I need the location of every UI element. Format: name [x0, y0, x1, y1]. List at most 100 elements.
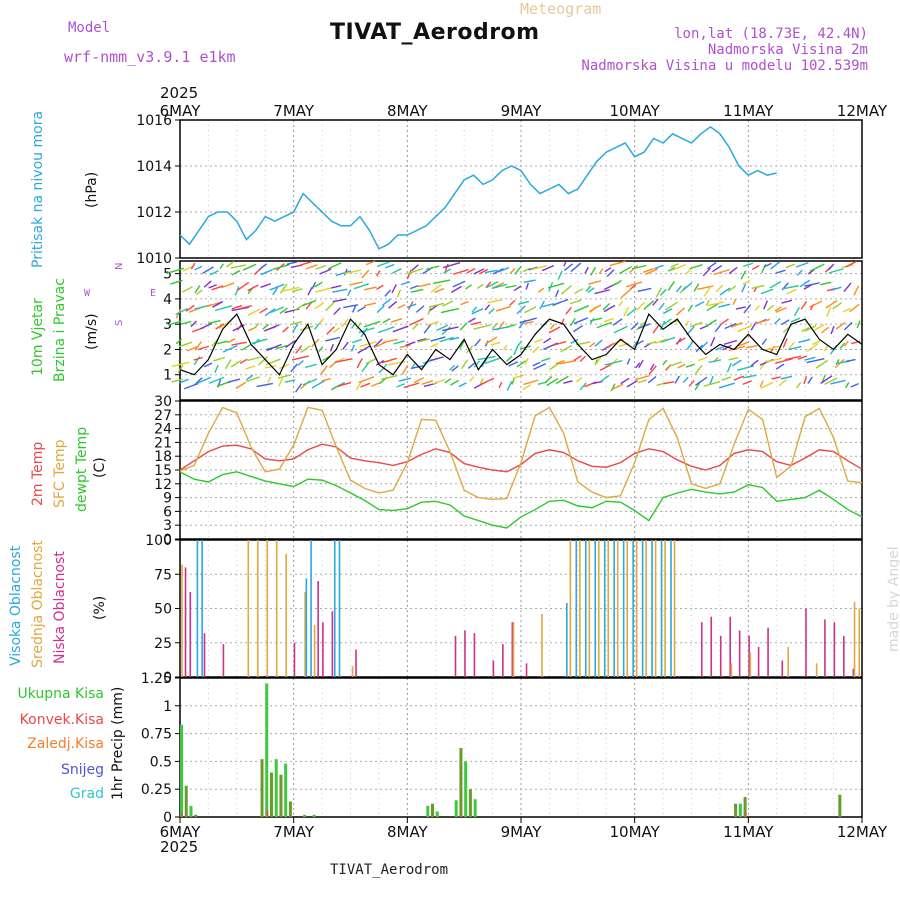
wind-arrow: [801, 327, 810, 333]
wind-arrow: [225, 260, 235, 268]
time-label-top: 7MAY: [273, 102, 315, 120]
hail-label: Grad: [69, 786, 104, 802]
wind-arrow: [194, 285, 201, 294]
wind-arrow: [610, 383, 616, 392]
wind-arrow: [517, 300, 530, 305]
wind-arrow: [797, 355, 808, 360]
cloud-bar-low: [738, 630, 741, 677]
cloud-bar-high: [603, 540, 606, 677]
wind-arrow: [718, 382, 735, 389]
wind-arrow: [798, 338, 811, 344]
wind-arrow: [195, 376, 212, 385]
wind-arrow: [396, 289, 402, 298]
wind-arrow: [715, 345, 725, 351]
wind-arrow: [746, 344, 758, 349]
wind-arrow: [741, 283, 747, 293]
wind-arrow: [427, 307, 432, 315]
wind-arrow: [426, 265, 440, 271]
wind-arrow: [693, 283, 700, 292]
cloud-bar-mid: [787, 646, 790, 677]
wind-arrow: [207, 319, 221, 325]
wind-arrow: [355, 322, 362, 330]
wind-arrow: [677, 363, 686, 369]
wind-arrow: [444, 378, 452, 384]
wind-arrow: [715, 284, 724, 293]
wind-arrow: [413, 377, 424, 384]
wind-arrow: [554, 289, 560, 298]
wind-arrow: [434, 287, 445, 294]
wind-arrow: [803, 376, 808, 385]
time-label-top: 8MAY: [387, 102, 429, 120]
cloud-bar-high: [594, 540, 597, 677]
wind-arrow: [793, 306, 800, 317]
cloud-bar-low: [511, 622, 514, 677]
wind-arrow: [806, 343, 819, 352]
wind-arrow: [695, 376, 708, 386]
cloud-bar-high: [651, 540, 653, 677]
wind-arrow: [771, 376, 781, 380]
wind-arrow: [484, 269, 498, 274]
wind-arrow: [332, 298, 347, 303]
wind-arrow: [830, 379, 846, 385]
wind-arrow: [751, 265, 760, 271]
wind-arrow: [630, 283, 637, 290]
wind-arrow: [826, 306, 832, 318]
wind-arrow: [849, 303, 860, 313]
y-tick-label: 0.5: [150, 754, 172, 770]
wind-arrow: [547, 282, 565, 289]
wind-arrow: [687, 304, 694, 312]
station-title: TIVAT_Aerodrom: [330, 20, 540, 45]
wind-arrow: [781, 299, 793, 304]
wind-arrow: [291, 355, 309, 361]
wind-arrow: [774, 306, 782, 312]
y-tick-label: 0: [163, 670, 172, 686]
wind-arrow: [175, 338, 183, 345]
wind-arrow: [523, 379, 539, 386]
wind-arrow: [318, 317, 325, 324]
cloud-bar-high: [338, 540, 341, 677]
wind-arrow: [171, 378, 183, 383]
precip-bar-total: [431, 803, 435, 817]
wind-arrow: [689, 263, 703, 270]
y-tick-label: 21: [154, 435, 172, 451]
wind-arrow: [820, 375, 833, 384]
temp-line-temp-sfc: [179, 406, 863, 501]
wind-arrow: [643, 300, 655, 310]
wind-arrow: [487, 298, 503, 304]
wind-arrow: [649, 363, 655, 371]
wind-arrow: [727, 285, 737, 292]
wind-arrow: [659, 288, 667, 296]
wind-arrow: [602, 302, 611, 311]
wind-arrow: [451, 285, 462, 294]
wind-arrow: [193, 356, 203, 361]
cloud-bar-low: [189, 592, 192, 677]
y-tick-label: 4: [163, 292, 172, 308]
cloud-bar-mid: [645, 540, 647, 677]
wind-arrow: [180, 320, 192, 325]
precip-bar-total: [454, 800, 458, 817]
wind-arrow: [334, 358, 353, 363]
wind-arrow: [770, 261, 781, 270]
wind-arrow: [737, 325, 752, 333]
wind-arrow: [686, 340, 694, 350]
y-tick-label: 1: [163, 368, 172, 384]
wind-arrow: [760, 288, 774, 295]
wind-arrow: [282, 286, 300, 292]
wind-arrow: [479, 378, 484, 384]
wind-arrow: [349, 281, 363, 286]
wind-arrow: [333, 327, 341, 333]
wind-arrow: [429, 356, 444, 362]
wind-arrow: [652, 324, 660, 334]
cloud-bar-mid: [673, 540, 676, 677]
wind-arrow: [738, 341, 750, 347]
panel-frame: [179, 119, 863, 259]
wind-arrow: [702, 267, 711, 277]
precip-bar-total: [468, 789, 472, 817]
model-label: Model: [68, 20, 111, 36]
wind-arrow: [728, 357, 739, 361]
wind-arrow: [675, 307, 686, 316]
wind-arrow: [190, 262, 196, 270]
wind-arrow: [407, 303, 417, 308]
wind-arrow: [441, 326, 452, 336]
